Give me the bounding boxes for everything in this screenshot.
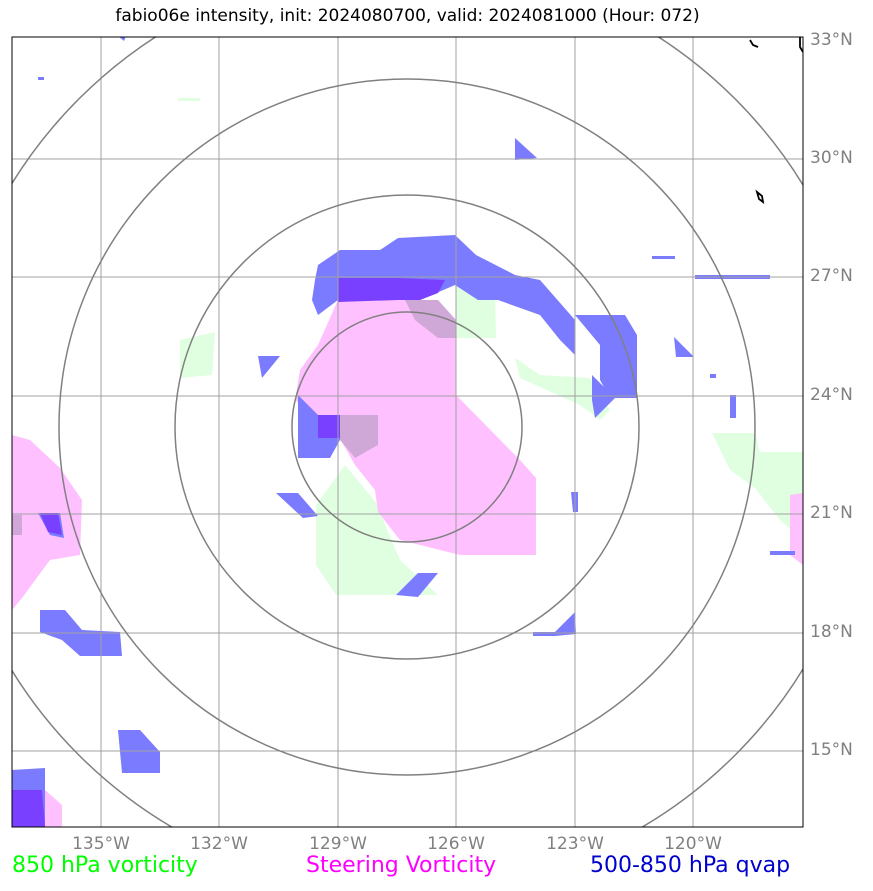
- map-frame: [11, 36, 804, 828]
- lon-label-132w: 132°W: [190, 834, 248, 854]
- lat-label-27n: 27°N: [810, 266, 853, 286]
- lon-label-135w: 135°W: [72, 834, 130, 854]
- lon-label-123w: 123°W: [546, 834, 604, 854]
- qvap-core-field: [12, 278, 445, 827]
- legend-qvap: 500-850 hPa qvap: [590, 853, 791, 878]
- lon-label-126w: 126°W: [427, 834, 485, 854]
- lon-label-120w: 120°W: [664, 834, 722, 854]
- lat-label-21n: 21°N: [810, 503, 853, 523]
- map-title: fabio06e intensity, init: 2024080700, va…: [115, 6, 700, 26]
- lat-label-30n: 30°N: [810, 148, 853, 168]
- graticule: [12, 37, 803, 827]
- legend-steering-vorticity: Steering Vorticity: [306, 853, 497, 878]
- lon-label-129w: 129°W: [309, 834, 367, 854]
- coastline: [749, 37, 803, 205]
- legend-vorticity-850: 850 hPa vorticity: [12, 853, 198, 878]
- overlap-field: [12, 300, 456, 535]
- lat-label-18n: 18°N: [810, 622, 853, 642]
- lat-label-15n: 15°N: [810, 740, 853, 760]
- lat-label-24n: 24°N: [810, 385, 853, 405]
- lat-label-33n: 33°N: [810, 30, 853, 50]
